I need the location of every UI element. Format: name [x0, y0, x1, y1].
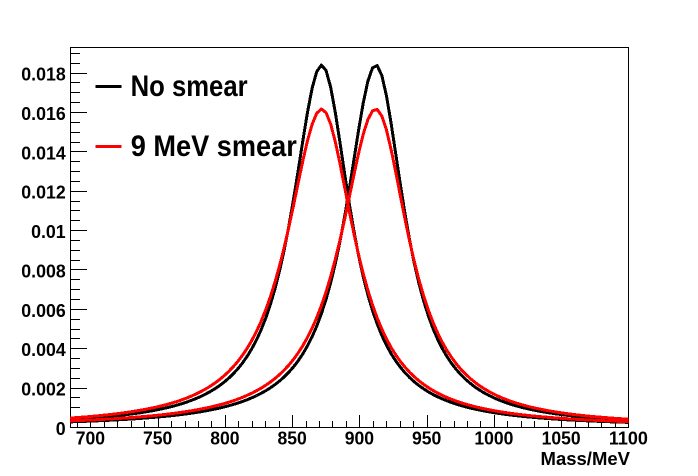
svg-text:1100: 1100: [609, 428, 648, 449]
svg-text:1000: 1000: [474, 428, 513, 449]
svg-text:Mass/MeV: Mass/MeV: [541, 448, 631, 469]
svg-text:9 MeV smear: 9 MeV smear: [131, 130, 297, 163]
svg-text:0.004: 0.004: [21, 339, 66, 360]
svg-text:0.002: 0.002: [21, 379, 65, 400]
svg-text:800: 800: [210, 428, 239, 449]
svg-text:No smear: No smear: [131, 70, 248, 103]
svg-text:750: 750: [143, 428, 172, 449]
svg-text:0.018: 0.018: [21, 64, 65, 85]
svg-text:850: 850: [277, 428, 306, 449]
svg-text:0.012: 0.012: [21, 182, 65, 203]
svg-text:1050: 1050: [542, 428, 581, 449]
svg-text:0.014: 0.014: [21, 142, 66, 163]
svg-text:700: 700: [76, 428, 105, 449]
svg-text:0.01: 0.01: [31, 221, 66, 242]
svg-text:0.006: 0.006: [21, 300, 65, 321]
svg-text:900: 900: [345, 428, 374, 449]
svg-text:0.008: 0.008: [21, 260, 65, 281]
svg-text:950: 950: [412, 428, 441, 449]
svg-text:0.016: 0.016: [21, 103, 65, 124]
svg-text:0: 0: [56, 418, 66, 439]
